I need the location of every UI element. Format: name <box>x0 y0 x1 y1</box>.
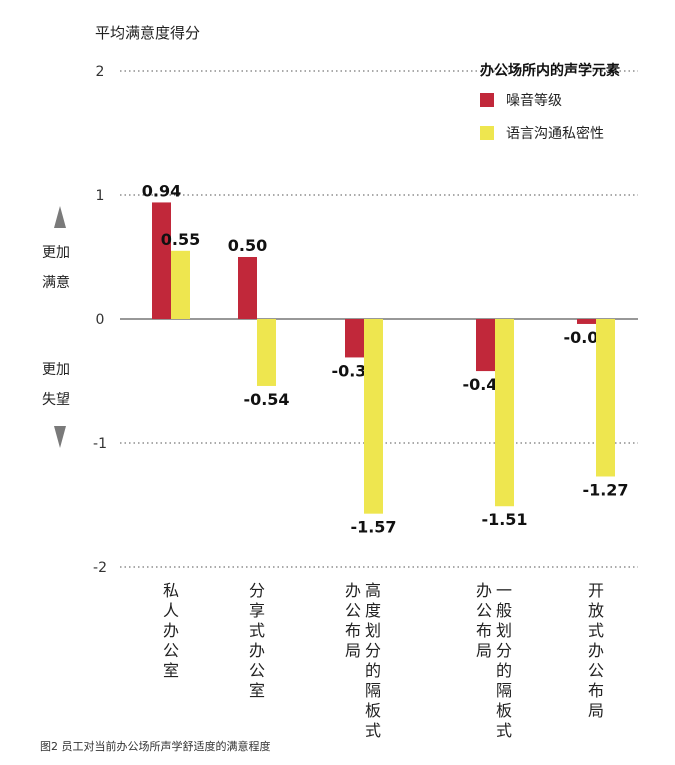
arrow-down-icon <box>54 426 66 448</box>
bar <box>596 319 615 477</box>
category-label: 高 <box>365 581 381 600</box>
more-satisfied-note: 更加 满意 <box>42 238 70 298</box>
category-label: 分 <box>365 641 381 660</box>
legend: 办公场所内的声学元素 噪音等级 语言沟通私密性 <box>480 60 620 156</box>
legend-swatch-noise <box>480 93 494 107</box>
category-label: 板 <box>496 701 512 720</box>
legend-item-privacy: 语言沟通私密性 <box>480 123 620 143</box>
category-label: 式 <box>588 621 604 640</box>
bar <box>171 250 190 319</box>
category-label: 度 <box>365 601 381 620</box>
legend-label-noise: 噪音等级 <box>506 93 562 109</box>
legend-title: 办公场所内的声学元素 <box>480 63 620 79</box>
bar <box>577 319 596 324</box>
category-label: 板 <box>365 701 381 720</box>
bar <box>152 202 171 319</box>
category-label: 局 <box>345 641 361 660</box>
more-satisfied-line-2: 满意 <box>42 275 70 291</box>
category-label: 私 <box>163 581 179 600</box>
arrow-up-icon <box>54 206 66 228</box>
category-label: 分 <box>496 641 512 660</box>
category-label: 式 <box>249 621 265 640</box>
data-label: -1.27 <box>582 480 628 499</box>
legend-swatch-privacy <box>480 126 494 140</box>
bar <box>345 319 364 358</box>
y-axis-title: 平均满意度得分 <box>95 24 201 42</box>
category-label: 布 <box>588 681 604 700</box>
legend-label-privacy: 语言沟通私密性 <box>506 126 604 142</box>
more-disappointed-note: 更加 失望 <box>42 355 70 415</box>
category-label: 划 <box>496 621 512 640</box>
category-label: 公 <box>476 601 492 620</box>
category-label: 公 <box>249 661 265 680</box>
more-disappointed-line-1: 更加 <box>42 362 70 378</box>
category-label: 公 <box>588 661 604 680</box>
more-disappointed-line-2: 失望 <box>42 392 70 408</box>
category-label: 式 <box>496 721 512 740</box>
category-label: 的 <box>365 661 381 680</box>
legend-item-noise: 噪音等级 <box>480 90 620 110</box>
category-label: 开 <box>588 581 604 600</box>
category-label: 般 <box>496 601 512 620</box>
category-label: 室 <box>249 681 265 700</box>
y-tick-label: -2 <box>93 560 107 576</box>
more-satisfied-line-1: 更加 <box>42 245 70 261</box>
data-label: 0.50 <box>228 236 267 255</box>
category-label: 的 <box>496 661 512 680</box>
bar <box>238 257 257 319</box>
bar <box>476 319 495 372</box>
category-label: 办 <box>249 641 265 660</box>
y-tick-label: -1 <box>93 436 107 452</box>
y-tick-label: 1 <box>96 188 105 204</box>
category-label: 公 <box>163 641 179 660</box>
category-label: 局 <box>588 701 604 720</box>
category-label: 办 <box>163 621 179 640</box>
y-tick-label: 0 <box>96 312 105 328</box>
category-label: 办 <box>476 581 492 600</box>
bar <box>257 319 276 386</box>
category-label: 办 <box>588 641 604 660</box>
category-label: 隔 <box>496 681 512 700</box>
bar <box>495 319 514 507</box>
data-label: -0.54 <box>243 390 289 409</box>
category-label: 局 <box>476 641 492 660</box>
category-label: 布 <box>345 621 361 640</box>
category-label: 公 <box>345 601 361 620</box>
data-label: -1.51 <box>481 510 527 529</box>
data-label: -1.57 <box>350 518 396 537</box>
data-label: 0.55 <box>161 230 200 249</box>
y-tick-label: 2 <box>96 64 105 80</box>
category-label: 隔 <box>365 681 381 700</box>
category-label: 布 <box>476 621 492 640</box>
category-label: 一 <box>496 581 512 600</box>
data-label: 0.94 <box>142 181 181 200</box>
category-label: 划 <box>365 621 381 640</box>
category-label: 人 <box>163 601 179 620</box>
bar <box>364 319 383 514</box>
category-label: 室 <box>163 661 179 680</box>
category-label: 享 <box>249 601 265 620</box>
figure-caption: 图2 员工对当前办公场所声学舒适度的满意程度 <box>40 740 271 753</box>
category-label: 放 <box>588 601 604 620</box>
category-label: 办 <box>345 581 361 600</box>
category-label: 分 <box>249 581 265 600</box>
category-label: 式 <box>365 721 381 740</box>
